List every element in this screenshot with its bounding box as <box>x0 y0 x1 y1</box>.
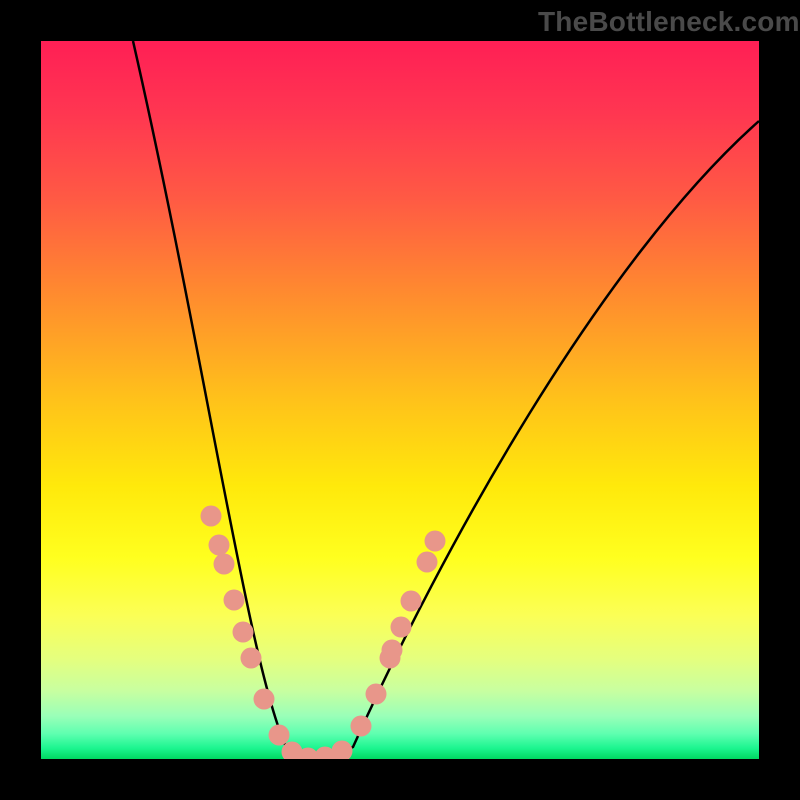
marker-point <box>254 689 275 710</box>
marker-point <box>233 622 254 643</box>
marker-point <box>351 716 372 737</box>
marker-point <box>366 684 387 705</box>
plot-area <box>41 41 759 759</box>
marker-point <box>201 506 222 527</box>
marker-point <box>425 531 446 552</box>
watermark-text: TheBottleneck.com <box>538 6 800 38</box>
marker-point <box>382 640 403 661</box>
marker-point <box>241 648 262 669</box>
marker-point <box>214 554 235 575</box>
marker-point <box>224 590 245 611</box>
marker-point <box>401 591 422 612</box>
marker-point <box>391 617 412 638</box>
marker-point <box>417 552 438 573</box>
marker-point <box>269 725 290 746</box>
marker-point <box>209 535 230 556</box>
